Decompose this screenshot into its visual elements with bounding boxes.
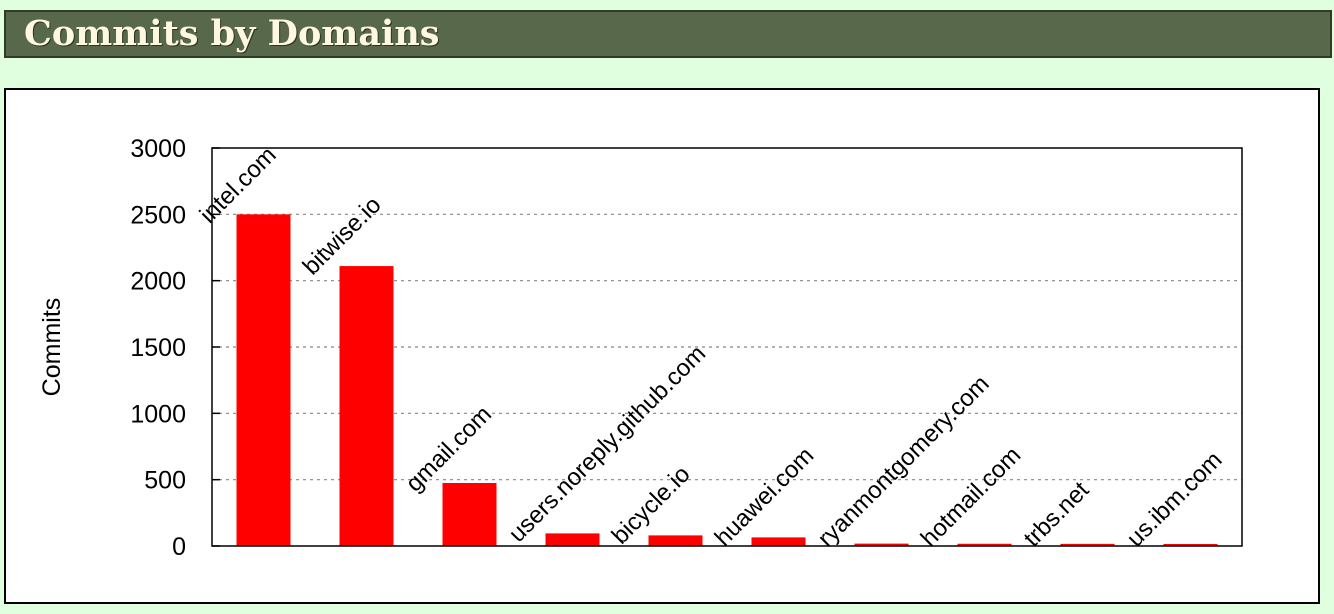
bar-label: us.ibm.com [1122,446,1228,552]
bar-bitwise-io [339,266,394,546]
y-axis-label: Commits [38,298,66,397]
bar-huawei-com [751,537,806,546]
bar-users-noreply-github-com [545,533,600,546]
section-title: Commits by Domains [24,13,440,54]
y-tick-label: 2500 [130,201,186,229]
bar-ryanmontgomery-com [854,543,909,546]
y-tick-label: 2000 [130,268,186,296]
y-tick-label: 0 [172,533,186,561]
section-header: Commits by Domains [4,10,1332,58]
y-tick-label: 1000 [130,400,186,428]
y-tick-label: 3000 [130,135,186,163]
bar-hotmail-com [957,543,1012,546]
bar-label: trbs.net [1019,476,1095,552]
bar-label: users.noreply.github.com [504,340,711,547]
bar-label: huawei.com [710,442,820,552]
chart-frame: 0 500 1000 1500 2000 2500 3000 intel.com bitwis… [4,88,1320,604]
bar-intel-com [236,214,291,546]
bar-us-ibm-com [1163,544,1218,546]
bar-label: ryanmontgomery.com [813,370,995,552]
y-tick-label: 500 [144,467,186,495]
bar-bicycle-io [648,535,703,546]
bar-gmail-com [442,482,497,546]
bar-label: gmail.com [401,401,497,497]
y-tick-label: 1500 [130,334,186,362]
bar-label: hotmail.com [916,442,1027,553]
bar-trbs-net [1060,543,1115,546]
